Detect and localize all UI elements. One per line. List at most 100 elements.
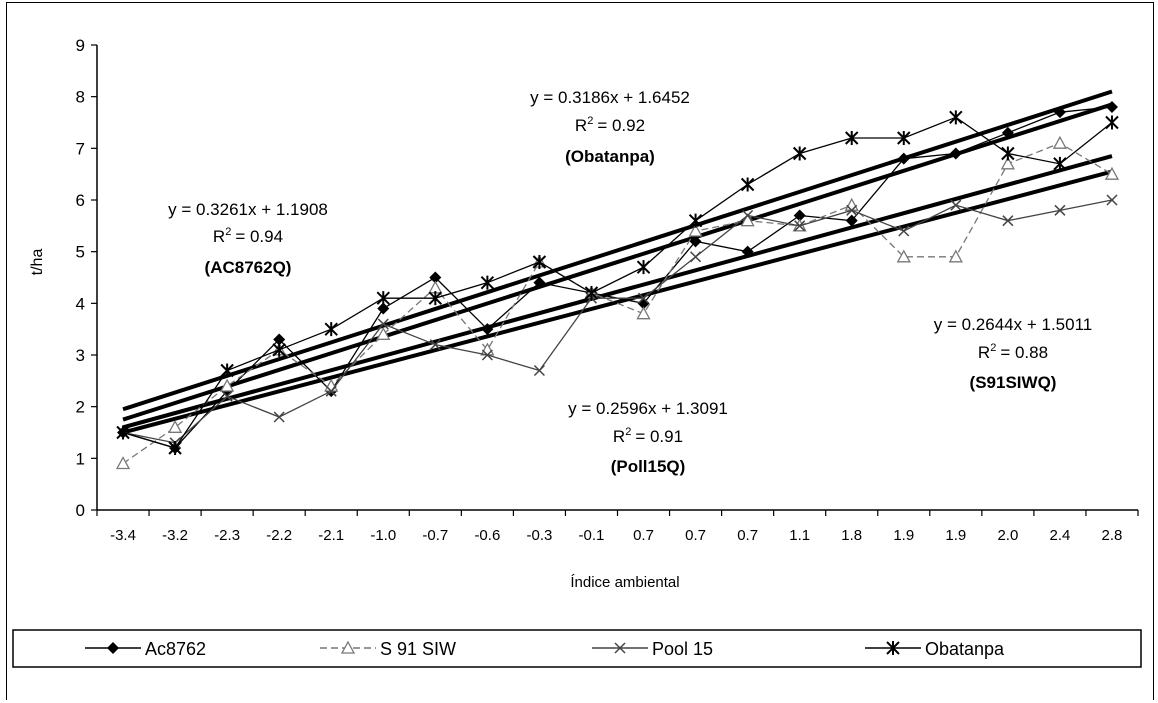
legend-item-s-91-siw: S 91 SIW [320, 639, 456, 659]
x-tick-label: 0.7 [685, 527, 706, 544]
legend-item-obatanpa: Obatanpa [865, 639, 1005, 659]
annotation-r2-ac8762q: R2 = 0.94 [213, 226, 283, 246]
legend: Ac8762 S 91 SIW Pool 15 Obatanpa [12, 629, 1142, 668]
trendline-poll15q [122, 169, 1113, 435]
data-point-pool-15 [273, 411, 285, 423]
legend-item-pool-15: Pool 15 [592, 639, 713, 659]
legend-marker-obatanpa [886, 641, 900, 655]
series-line-obatanpa [122, 116, 1113, 449]
y-tick-label: 0 [76, 501, 85, 520]
data-point-obatanpa [480, 275, 495, 290]
series-line-pool-15 [122, 199, 1113, 444]
y-tick-label: 5 [76, 243, 85, 262]
chart-frame [6, 2, 1154, 700]
x-tick-label: 0.7 [633, 527, 654, 544]
data-point-obatanpa [636, 260, 651, 275]
y-tick-label: 4 [76, 294, 85, 313]
x-tick-label: 1.9 [945, 527, 966, 544]
axes: 0 1 2 3 4 5 6 7 8 9 -3.4 -3.2 -2.3 -2.2 -2.1 -1.0 -0.7 -0… [76, 36, 1139, 544]
data-point-obatanpa [688, 213, 703, 228]
data-point-ac8762 [897, 152, 910, 165]
data-point-pool-15 [898, 225, 910, 237]
data-point-ac8762 [377, 302, 390, 315]
data-point-pool-15 [1106, 194, 1118, 206]
data-point-obatanpa [897, 131, 911, 145]
annotation-r2-obatanpa: R2 = 0.92 [575, 115, 645, 135]
x-tick-label: -3.2 [162, 527, 188, 544]
y-tick-label: 7 [76, 139, 85, 158]
data-point-pool-15 [533, 364, 545, 377]
data-point-pool-15 [325, 385, 337, 397]
data-point-pool-15 [846, 204, 858, 216]
data-point-obatanpa [428, 291, 443, 306]
legend-label-obatanpa: Obatanpa [925, 639, 1005, 659]
x-axis-label: Índice ambiental [570, 574, 679, 591]
data-point-obatanpa [116, 425, 130, 440]
legend-marker-ac8762 [107, 642, 119, 654]
series-line-s-91-siw [122, 142, 1113, 465]
data-point-obatanpa [949, 110, 963, 125]
y-axis-label: t/ha [29, 249, 46, 276]
data-point-obatanpa [168, 441, 182, 455]
legend-marker-pool-15 [614, 642, 626, 654]
annotation-equation-poll15q: y = 0.2596x + 1.3091 [568, 399, 728, 418]
x-tick-label: -3.4 [110, 527, 136, 544]
data-point-obatanpa [792, 146, 807, 161]
y-tick-label: 6 [76, 191, 85, 210]
y-tick-label: 1 [76, 449, 85, 468]
data-point-s-91-siw [948, 249, 963, 263]
data-point-obatanpa [324, 322, 338, 337]
x-tick-label: 2.8 [1102, 527, 1123, 544]
data-point-ac8762 [741, 245, 754, 258]
annotation-name-ac8762q: (AC8762Q) [205, 258, 292, 277]
data-point-obatanpa [376, 291, 390, 306]
y-tick-label: 8 [76, 88, 85, 107]
annotation-name-obatanpa: (Obatanpa) [565, 147, 655, 166]
x-tick-label: -0.6 [474, 527, 500, 544]
annotation-name-s91siwq: (S91SIWQ) [970, 373, 1057, 392]
data-point-s-91-siw [376, 326, 391, 340]
data-point-obatanpa [740, 177, 755, 192]
y-tick-label: 9 [76, 36, 85, 55]
series-s-91-siw [115, 135, 1120, 470]
data-point-ac8762 [1001, 126, 1014, 139]
data-point-pool-15 [950, 199, 962, 211]
data-point-pool-15 [429, 339, 441, 351]
data-point-ac8762 [429, 271, 442, 284]
data-point-ac8762 [533, 276, 546, 289]
legend-item-ac8762: Ac8762 [85, 639, 206, 659]
data-point-ac8762 [689, 235, 702, 248]
data-point-ac8762 [949, 147, 962, 160]
annotation-equation-ac8762q: y = 0.3261x + 1.1908 [168, 200, 328, 219]
x-tick-label: 2.0 [997, 527, 1018, 544]
x-tick-label: -2.3 [214, 527, 240, 544]
y-tick-label: 2 [76, 398, 85, 417]
data-point-s-91-siw [636, 306, 651, 320]
data-point-ac8762 [845, 214, 858, 227]
data-point-s-91-siw [1104, 166, 1120, 180]
data-point-ac8762 [481, 323, 494, 336]
legend-label-pool-15: Pool 15 [652, 639, 713, 659]
data-point-pool-15 [794, 220, 806, 232]
x-tick-label: -2.1 [318, 527, 344, 544]
data-point-obatanpa [1053, 156, 1067, 171]
data-point-s-91-siw [844, 197, 859, 211]
data-point-pool-15 [481, 349, 493, 361]
data-point-pool-15 [742, 209, 754, 222]
trendlines [122, 89, 1113, 435]
annotation-name-poll15q: (Poll15Q) [611, 457, 686, 476]
x-tick-label: -0.3 [526, 527, 552, 544]
data-point-ac8762 [793, 209, 806, 222]
data-point-obatanpa [220, 363, 234, 378]
x-tick-label: 1.8 [841, 527, 862, 544]
data-point-s-91-siw [1052, 135, 1068, 149]
data-point-obatanpa [1105, 115, 1119, 130]
series-obatanpa [116, 110, 1119, 455]
data-point-s-91-siw [740, 213, 755, 227]
data-point-pool-15 [377, 318, 389, 330]
data-point-obatanpa [1001, 146, 1015, 161]
data-point-pool-15 [1002, 215, 1014, 227]
trendline-annotations: y = 0.3186x + 1.6452 R2 = 0.92 (Obatanpa)… [168, 88, 1092, 476]
data-point-s-91-siw [896, 249, 911, 263]
